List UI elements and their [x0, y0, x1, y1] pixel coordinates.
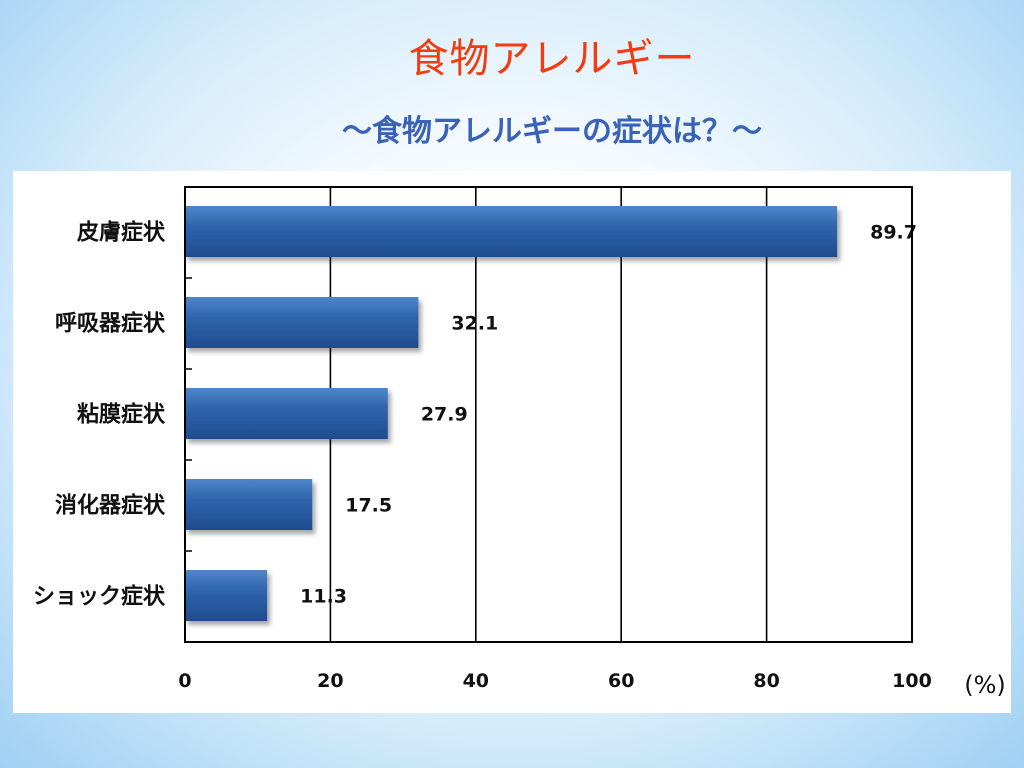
category-label: 粘膜症状	[77, 402, 166, 428]
bar-chart: 0 20 40 60 80 100 (%) 皮膚症状 89.7 呼吸器症状 32.1 粘膜症状 27.9…	[33, 186, 1006, 699]
value-label: 32.1	[451, 313, 498, 335]
bar	[185, 388, 388, 439]
value-label: 27.9	[421, 404, 468, 426]
x-tick-label: 80	[753, 670, 779, 692]
bar	[185, 479, 313, 530]
value-label: 11.3	[300, 586, 347, 608]
category-label: ショック症状	[33, 584, 166, 610]
category-label: 皮膚症状	[77, 220, 166, 246]
x-tick-label: 60	[608, 670, 634, 692]
bar	[185, 570, 268, 621]
slide-subtitle: ～食物アレルギーの症状は？～	[342, 114, 762, 149]
x-tick-label: 20	[317, 670, 343, 692]
value-label: 89.7	[870, 222, 917, 244]
value-label: 17.5	[345, 495, 392, 517]
slide-title: 食物アレルギー	[408, 36, 696, 82]
category-label: 消化器症状	[55, 493, 166, 519]
plot-frame	[184, 186, 913, 643]
x-tick-label: 0	[178, 670, 191, 692]
x-tick-label: 40	[463, 670, 489, 692]
unit-label: (%)	[964, 671, 1006, 699]
bar	[185, 297, 419, 348]
chart-panel: 0 20 40 60 80 100 (%) 皮膚症状 89.7 呼吸器症状 32.1 粘膜症状 27.9…	[13, 171, 1011, 713]
x-tick-label: 100	[892, 670, 932, 692]
category-label: 呼吸器症状	[55, 311, 166, 337]
bar	[185, 206, 838, 257]
